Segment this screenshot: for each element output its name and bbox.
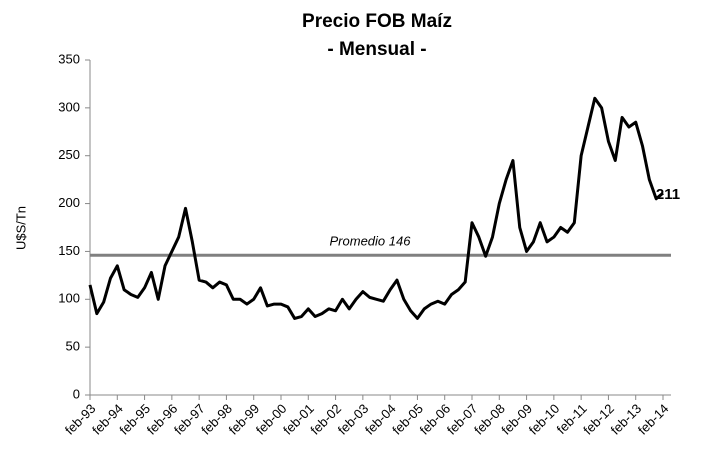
reference-label: Promedio 146 — [330, 234, 412, 249]
y-tick-label: 0 — [73, 386, 80, 401]
line-series — [88, 96, 664, 320]
end-label: 211 — [656, 186, 680, 203]
y-tick-label: 250 — [58, 147, 80, 162]
y-axis-label: U$S/Tn — [13, 206, 28, 250]
y-tick-label: 150 — [58, 243, 80, 258]
y-tick-label: 100 — [58, 291, 80, 306]
x-tick-label: feb-14 — [635, 401, 672, 438]
y-tick-label: 350 — [58, 51, 80, 66]
chart-title: Precio FOB Maíz — [302, 11, 452, 32]
y-tick-label: 50 — [66, 339, 80, 354]
y-tick-label: 300 — [58, 99, 80, 114]
x-tick-label: feb-10 — [526, 401, 563, 438]
y-tick-label: 200 — [58, 195, 80, 210]
chart-subtitle: - Mensual - — [327, 39, 426, 60]
